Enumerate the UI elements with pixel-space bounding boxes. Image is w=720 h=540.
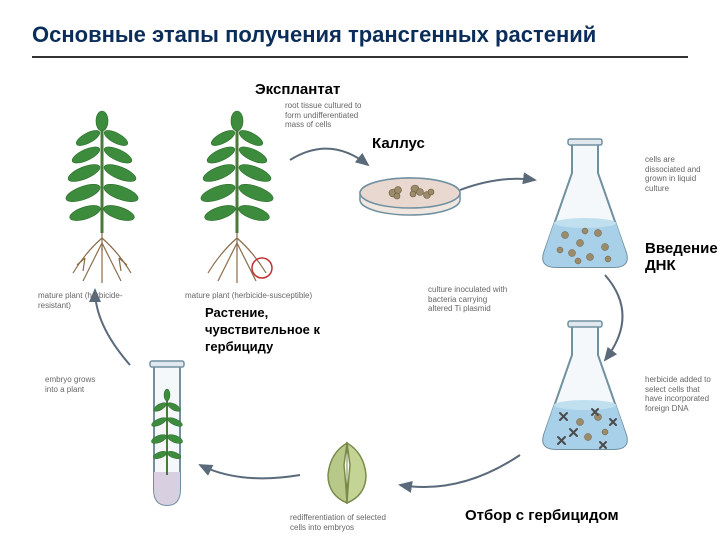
caption-root-tissue: root tissue cultured to form undifferent… xyxy=(285,101,365,130)
test-tube xyxy=(142,357,192,517)
label-sensitive: Растение, чувствительное к гербициду xyxy=(205,305,325,356)
diagram-area: Эксплантат Каллус Введение ДНК Отбор с г… xyxy=(0,65,720,540)
plant-resistant xyxy=(55,103,150,293)
caption-culture-inoculated: culture inoculated with bacteria carryin… xyxy=(428,285,513,314)
caption-mature-res: mature plant (herbicide-resistant) xyxy=(38,291,128,310)
label-dna: Введение ДНК xyxy=(645,240,715,274)
petri-dish xyxy=(355,165,465,225)
caption-cells-dissociated: cells are dissociated and grown in liqui… xyxy=(645,155,710,193)
flask-selection xyxy=(530,317,640,462)
label-explant: Эксплантат xyxy=(255,81,340,98)
caption-embryo-grows: embryo grows into a plant xyxy=(45,375,100,394)
label-selection: Отбор с гербицидом xyxy=(465,507,619,524)
caption-redifferentiation: redifferentiation of selected cells into… xyxy=(290,513,390,532)
plant-susceptible xyxy=(190,103,285,293)
flask-culture xyxy=(530,135,640,280)
page-title: Основные этапы получения трансгенных рас… xyxy=(32,22,688,58)
label-callus: Каллус xyxy=(372,135,425,152)
caption-mature-sus: mature plant (herbicide-susceptible) xyxy=(185,291,325,301)
embryo xyxy=(312,435,382,515)
caption-herbicide-added: herbicide added to select cells that hav… xyxy=(645,375,713,413)
